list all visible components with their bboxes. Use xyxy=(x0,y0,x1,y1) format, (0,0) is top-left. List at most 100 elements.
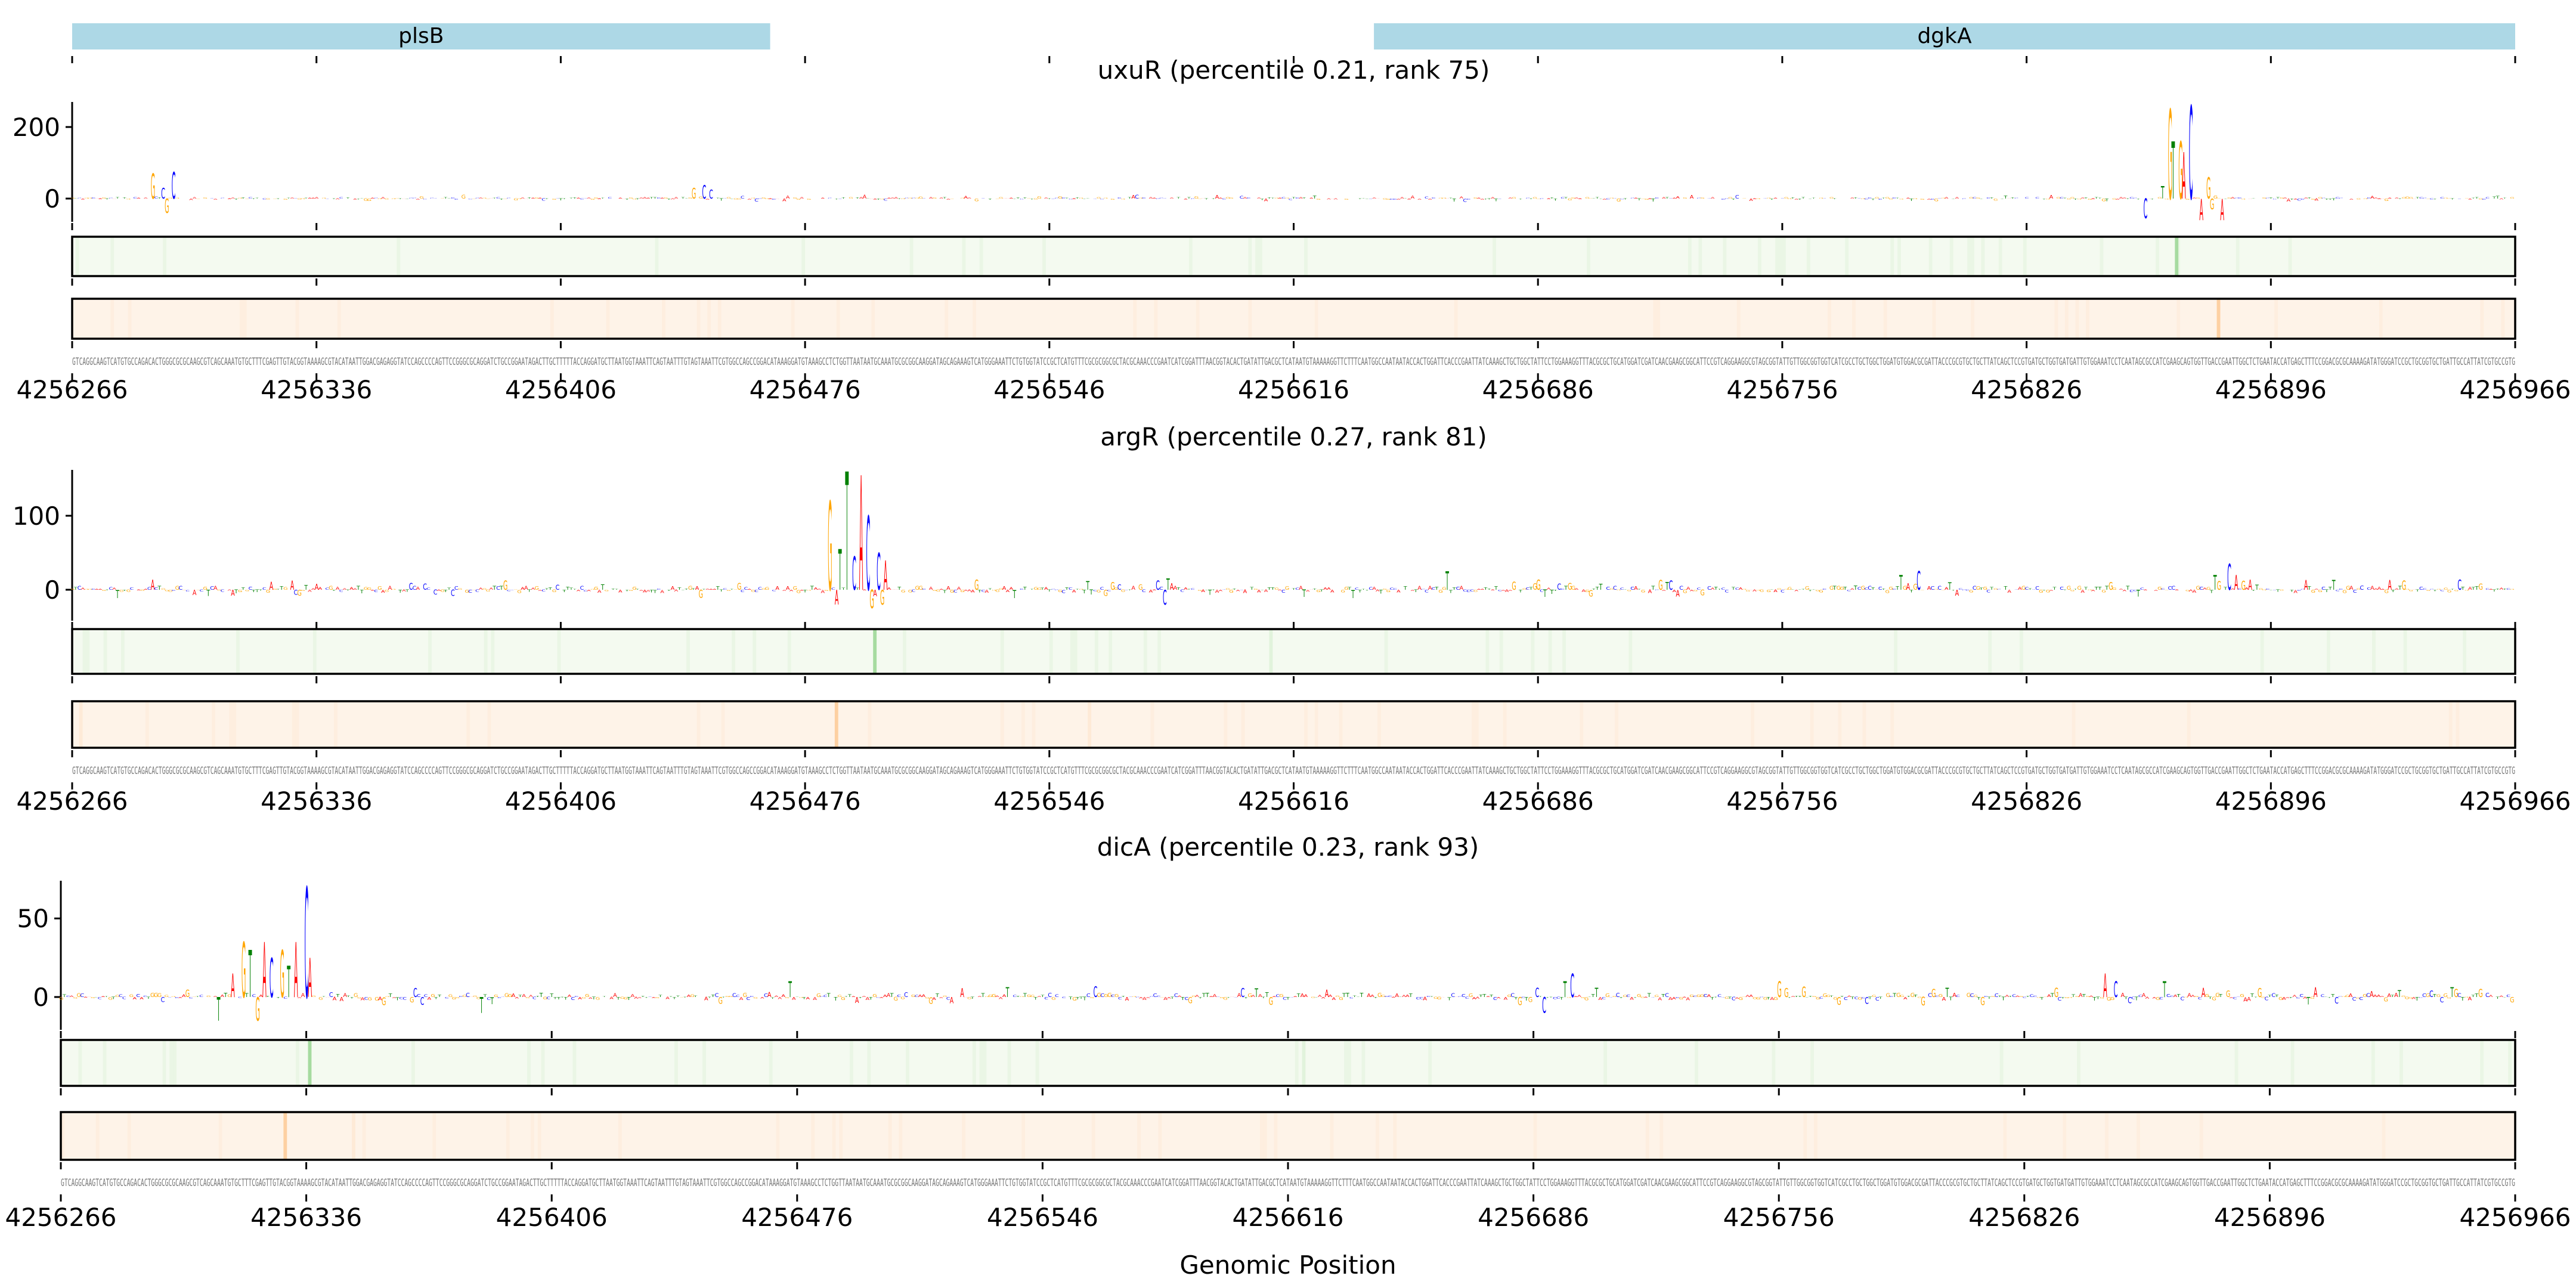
logo-letter: G xyxy=(1756,590,1760,591)
logo-letter: A xyxy=(1547,199,1551,200)
logo-letter: T xyxy=(1553,589,1558,592)
logo-letter: C xyxy=(1048,992,1052,999)
green-heatmap xyxy=(71,628,2516,675)
green-heatmap-cell xyxy=(1143,629,1147,674)
logo-letter: G xyxy=(1285,586,1289,592)
logo-letter: C xyxy=(1465,996,1469,999)
logo-letter: T xyxy=(1448,198,1453,199)
logo-letter: T xyxy=(1452,197,1457,202)
logo-letter: T xyxy=(234,590,238,595)
logo-letter: G xyxy=(2064,996,2069,998)
logo-letter: T xyxy=(492,197,497,199)
logo-letter: C xyxy=(1051,589,1055,590)
logo-letter: T xyxy=(62,993,67,998)
logo-letter: C xyxy=(2321,993,2325,998)
logo-letter: C xyxy=(497,996,501,999)
logo-letter: A xyxy=(2191,995,2196,998)
logo-letter: A xyxy=(800,197,804,199)
logo-peak-letter: T xyxy=(1445,566,1449,596)
logo-letter: C xyxy=(1557,582,1561,592)
logo-letter: C xyxy=(946,996,950,1001)
logo-letter: C xyxy=(1995,993,1999,999)
logo-letter: G xyxy=(385,199,389,200)
logo-peak-letter: C xyxy=(1916,566,1921,596)
orange-heatmap-cell xyxy=(945,299,949,339)
logo-letter: A xyxy=(2154,589,2158,591)
logo-letter: T xyxy=(624,589,629,592)
logo-letter: C xyxy=(2301,198,2305,200)
logo-letter: G xyxy=(1090,996,1094,999)
logo-peak-letter: C xyxy=(305,858,309,1033)
logo-letter: G xyxy=(1253,589,1258,590)
logo-letter: C xyxy=(2023,996,2027,998)
logo-letter: G xyxy=(2101,197,2106,202)
logo-letter: A xyxy=(1749,994,1753,998)
logo-letter: A xyxy=(1272,996,1277,998)
logo-letter: G xyxy=(1532,197,1537,199)
logo-letter: A xyxy=(587,589,591,592)
logo-letter: G xyxy=(2261,997,2265,999)
logo-letter: T xyxy=(1120,995,1125,998)
logo-letter: T xyxy=(616,996,620,1001)
logo-letter: T xyxy=(1413,589,1417,593)
logo-letter: G xyxy=(796,198,800,200)
logo-peak-letter: C xyxy=(702,182,706,203)
logo-letter: T xyxy=(1379,590,1383,595)
logo-letter: T xyxy=(667,589,671,591)
logo-letter: G xyxy=(2280,197,2284,199)
logo-letter: T xyxy=(572,197,577,199)
green-heatmap-cell xyxy=(484,629,488,674)
logo-letter: A xyxy=(2304,577,2308,593)
orange-heatmap-cell xyxy=(1259,1112,1264,1160)
logo-letter: C xyxy=(1159,586,1163,590)
logo-letter: C xyxy=(1117,197,1122,199)
orange-heatmap-cell xyxy=(662,299,665,339)
logo-letter: A xyxy=(402,589,406,592)
logo-letter: C xyxy=(2133,197,2137,199)
logo-letter: G xyxy=(2402,197,2406,199)
orange-heatmap-cell xyxy=(1137,1112,1141,1160)
logo-letter: A xyxy=(2142,992,2146,999)
logo-letter: G xyxy=(1469,993,1473,999)
logo-letter: A xyxy=(81,587,85,590)
logo-letter: A xyxy=(213,585,218,592)
logo-letter: A xyxy=(1662,197,1666,199)
logo-letter: A xyxy=(2119,589,2123,590)
logo-letter: T xyxy=(122,197,126,199)
logo-letter: G xyxy=(1198,589,1202,592)
logo-letter: A xyxy=(1508,197,1512,199)
logo-letter: A xyxy=(522,993,526,999)
logo-letter: C xyxy=(185,589,190,592)
logo-letter: T xyxy=(1040,995,1045,998)
logo-letter: G xyxy=(632,586,636,591)
logo-letter: G xyxy=(161,588,165,590)
logo-letter: A xyxy=(1174,585,1178,592)
logo-letter: T xyxy=(1623,589,1627,590)
green-heatmap-cell xyxy=(1269,629,1273,674)
logo-letter: C xyxy=(1020,588,1024,590)
logo-letter: A xyxy=(1309,198,1314,199)
orange-heatmap-cell xyxy=(2448,701,2453,748)
logo-letter: A xyxy=(343,992,347,999)
logo-letter: C xyxy=(1655,197,1659,199)
logo-letter: A xyxy=(1178,995,1182,998)
logo-letter: A xyxy=(1673,589,1677,593)
logo-letter: G xyxy=(126,199,131,200)
logo-letter: T xyxy=(1267,587,1271,590)
logo-letter: T xyxy=(111,996,116,1000)
logo-letter: C xyxy=(1069,199,1073,200)
logo-letter: C xyxy=(747,996,751,1001)
logo-letter: G xyxy=(664,197,668,199)
logo-letter: A xyxy=(2349,993,2353,999)
logo-letter: G xyxy=(1728,197,1732,199)
orange-heatmap-cell xyxy=(1091,1112,1095,1160)
logo-letter: T xyxy=(668,996,673,998)
logo-letter: T xyxy=(1260,198,1265,200)
logo-letter: A xyxy=(1942,997,1946,1002)
logo-letter: G xyxy=(1934,197,1938,202)
orange-heatmap-highlight xyxy=(2216,299,2221,339)
logo-letter: A xyxy=(786,195,790,200)
logo-letter: T xyxy=(684,589,689,590)
logo-letter: G xyxy=(1311,996,1315,998)
